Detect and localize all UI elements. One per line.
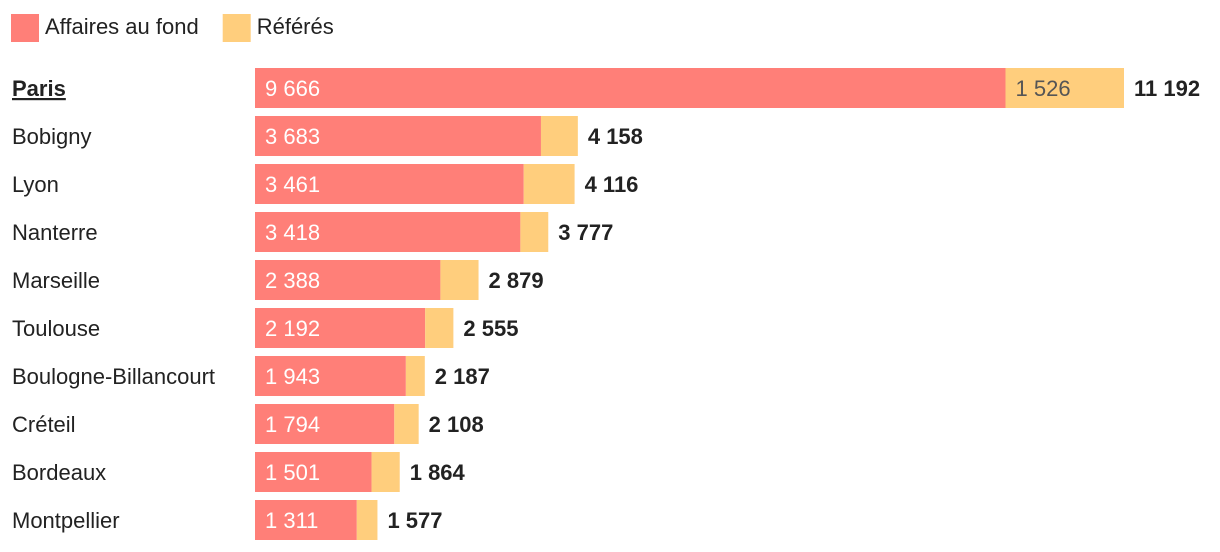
category-label-boulogne-billancourt: Boulogne-Billancourt — [12, 364, 215, 389]
legend-swatch-referes — [222, 14, 251, 42]
category-label-montpellier: Montpellier — [12, 508, 120, 533]
bar-segment-affaires-au-fond-creteil — [255, 404, 395, 444]
total-value-label-boulogne-billancourt: 2 187 — [435, 364, 490, 389]
total-value-label-montpellier: 1 577 — [387, 508, 442, 533]
bar-segment-affaires-au-fond-montpellier — [255, 500, 357, 540]
bar-value-label-affaires-au-fond-toulouse: 2 192 — [265, 316, 320, 341]
bar-segment-referes-paris — [1005, 68, 1124, 108]
total-value-label-lyon: 4 116 — [585, 172, 639, 197]
bar-segment-affaires-au-fond-toulouse — [255, 308, 426, 348]
bar-segment-referes-nanterre — [520, 212, 549, 252]
bar-value-label-affaires-au-fond-creteil: 1 794 — [265, 412, 320, 437]
total-value-label-paris: 11 192 — [1134, 76, 1200, 101]
bar-segment-affaires-au-fond-paris — [255, 68, 1006, 108]
bar-value-label-affaires-au-fond-marseille: 2 388 — [265, 268, 320, 293]
bar-segment-affaires-au-fond-lyon — [255, 164, 524, 204]
bar-segment-affaires-au-fond-marseille — [255, 260, 441, 300]
category-label-toulouse: Toulouse — [12, 316, 100, 341]
bar-segment-referes-montpellier — [356, 500, 378, 540]
bar-segment-affaires-au-fond-boulogne-billancourt — [255, 356, 406, 396]
legend-label-affaires-au-fond: Affaires au fond — [45, 14, 199, 39]
category-label-bordeaux: Bordeaux — [12, 460, 106, 485]
bar-value-label-affaires-au-fond-montpellier: 1 311 — [265, 508, 318, 533]
bar-segment-referes-toulouse — [425, 308, 454, 348]
category-label-paris: Paris — [12, 76, 66, 101]
total-value-label-bordeaux: 1 864 — [410, 460, 466, 485]
bar-segment-affaires-au-fond-nanterre — [255, 212, 521, 252]
bar-segment-referes-creteil — [394, 404, 419, 444]
bar-value-label-affaires-au-fond-lyon: 3 461 — [265, 172, 320, 197]
bar-value-label-affaires-au-fond-boulogne-billancourt: 1 943 — [265, 364, 320, 389]
total-value-label-toulouse: 2 555 — [463, 316, 518, 341]
legend-label-referes: Référés — [257, 14, 334, 39]
bar-segment-affaires-au-fond-bobigny — [255, 116, 541, 156]
bar-segment-referes-lyon — [523, 164, 575, 204]
bar-segment-referes-bordeaux — [371, 452, 400, 492]
bar-segment-referes-boulogne-billancourt — [405, 356, 425, 396]
bar-segment-referes-bobigny — [540, 116, 578, 156]
category-label-bobigny: Bobigny — [12, 124, 92, 149]
total-value-label-creteil: 2 108 — [429, 412, 484, 437]
total-value-label-marseille: 2 879 — [489, 268, 544, 293]
bar-value-label-referes-paris: 1 526 — [1016, 76, 1071, 101]
bar-value-label-affaires-au-fond-bobigny: 3 683 — [265, 124, 320, 149]
bar-value-label-affaires-au-fond-bordeaux: 1 501 — [265, 460, 320, 485]
total-value-label-bobigny: 4 158 — [588, 124, 643, 149]
category-label-nanterre: Nanterre — [12, 220, 98, 245]
legend-swatch-affaires-au-fond — [11, 14, 39, 42]
category-label-creteil: Créteil — [12, 412, 76, 437]
bar-segment-referes-marseille — [440, 260, 479, 300]
category-label-marseille: Marseille — [12, 268, 100, 293]
category-label-lyon: Lyon — [12, 172, 59, 197]
total-value-label-nanterre: 3 777 — [558, 220, 613, 245]
bar-value-label-affaires-au-fond-nanterre: 3 418 — [265, 220, 320, 245]
bar-value-label-affaires-au-fond-paris: 9 666 — [265, 76, 320, 101]
bar-segment-affaires-au-fond-bordeaux — [255, 452, 372, 492]
